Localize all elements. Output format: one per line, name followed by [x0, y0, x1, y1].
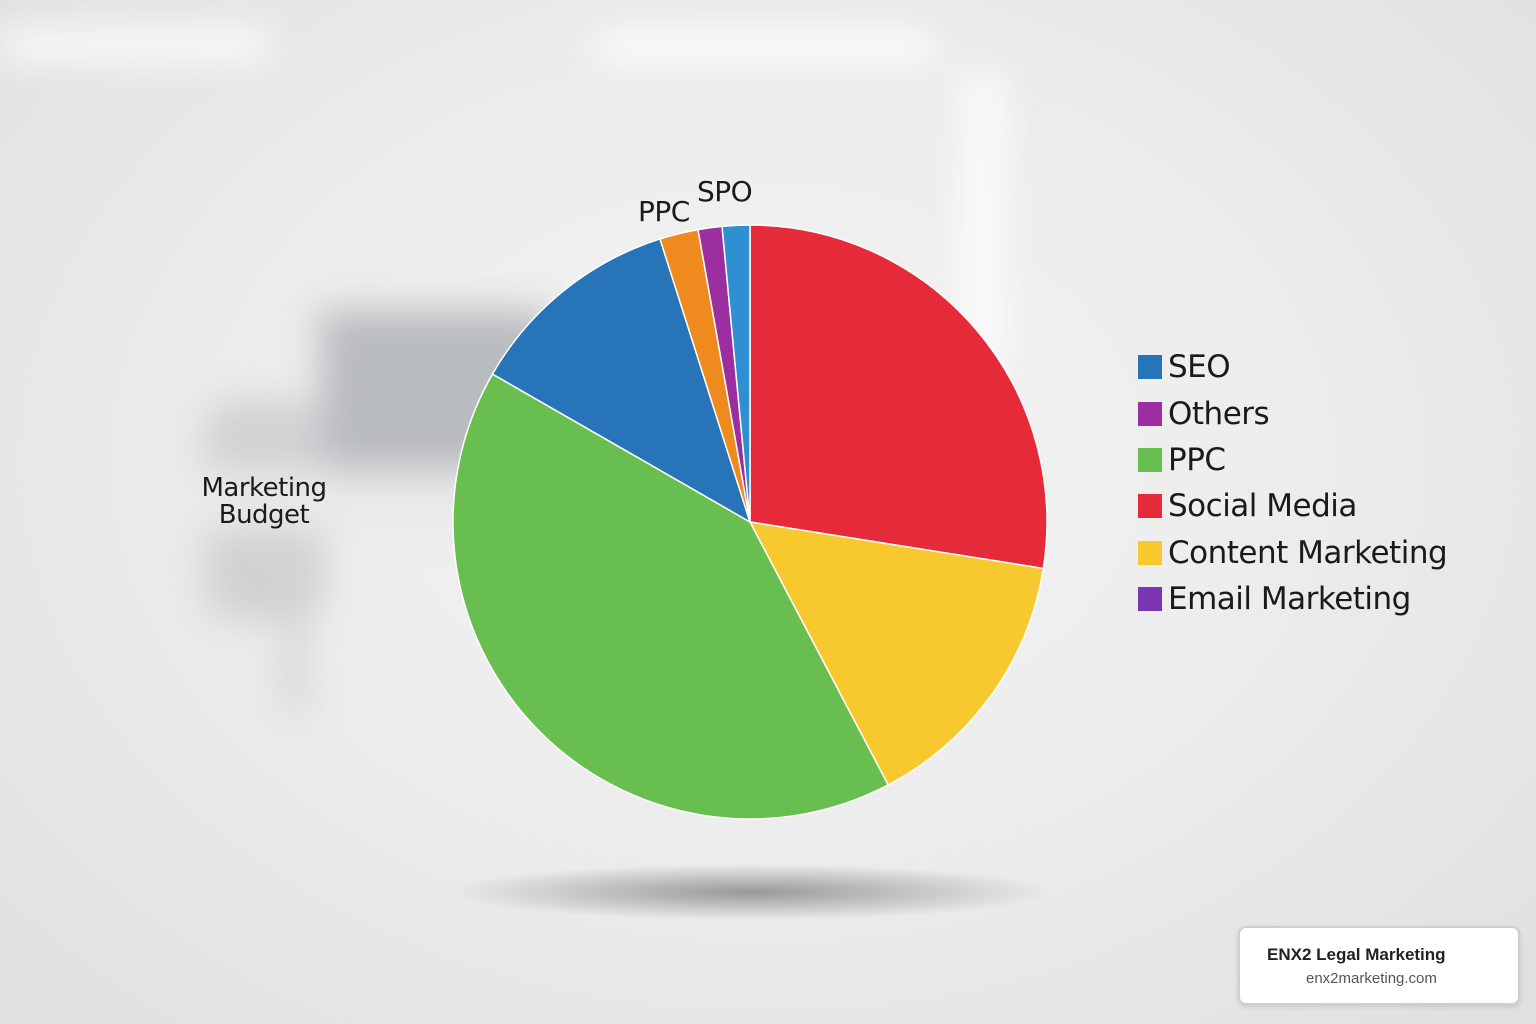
legend-item-ppc: PPC: [1138, 437, 1447, 483]
legend-label: PPC: [1168, 441, 1226, 478]
pie-slices: [452, 224, 1048, 820]
legend-label: Social Media: [1168, 488, 1357, 525]
slice-label-ppc: PPC: [638, 195, 690, 228]
legend-item-content-marketing: Content Marketing: [1138, 530, 1448, 576]
legend-item-seo: SEO: [1138, 344, 1447, 390]
legend-swatch: [1138, 587, 1162, 612]
legend-item-social-media: Social Media: [1138, 483, 1447, 529]
pie-slice-1: [749, 224, 1048, 570]
legend-item-email-marketing: Email Marketing: [1138, 576, 1447, 622]
brand-name: ENX2 Legal Marketing: [1267, 945, 1446, 964]
pie-shadow: [450, 864, 1050, 920]
legend-label: Others: [1168, 395, 1270, 432]
legend-swatch: [1138, 355, 1162, 380]
slice-label-spo: SPO: [697, 175, 753, 208]
brand-badge: ENX2 Legal Marketing enx2marketing.com: [1238, 926, 1520, 1005]
legend-swatch: [1138, 494, 1162, 519]
legend-label: SEO: [1168, 349, 1231, 386]
chart-title: Marketing Budget: [201, 473, 327, 530]
legend-swatch: [1138, 447, 1162, 472]
legend: SEO Others PPC Social Media Content Mark…: [1138, 344, 1448, 622]
legend-label: Email Marketing: [1168, 581, 1411, 618]
legend-label: Content Marketing: [1168, 534, 1448, 571]
legend-item-others: Others: [1138, 390, 1447, 436]
legend-swatch: [1138, 540, 1162, 565]
pie-slice-4: [491, 238, 752, 524]
legend-swatch: [1138, 401, 1162, 426]
pie-slice-7: [721, 224, 751, 523]
pie-slice-2: [748, 521, 1045, 786]
pie-slice-3: [452, 373, 890, 820]
brand-url: enx2marketing.com: [1306, 970, 1437, 987]
